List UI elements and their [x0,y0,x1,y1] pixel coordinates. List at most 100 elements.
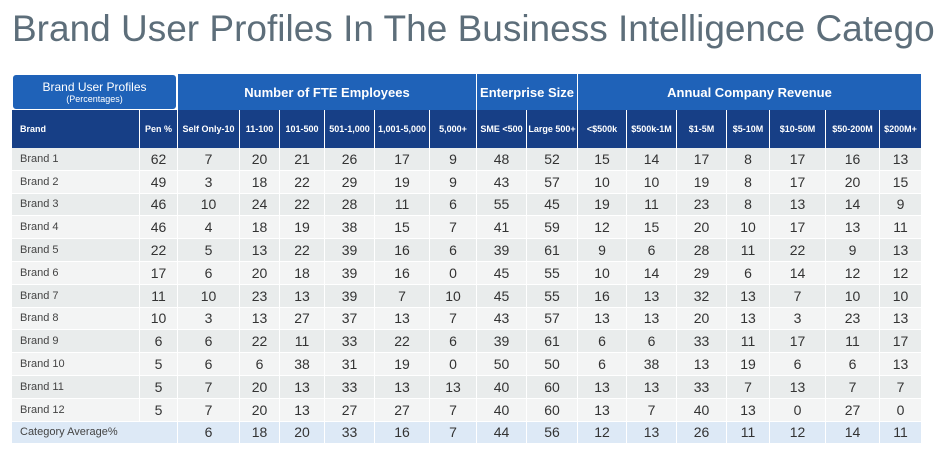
data-cell: 12 [826,262,880,285]
data-cell: 29 [325,170,375,194]
row-label: Brand 3 [12,193,140,217]
row-label: Brand 9 [12,330,140,354]
data-cell: 11 [375,193,430,217]
data-cell: 18 [240,216,280,240]
data-cell: 11 [280,330,325,354]
column-header: 11-100 [240,110,280,148]
data-cell: 4 [178,216,240,240]
data-cell: 27 [375,398,430,422]
data-cell: 10 [578,262,627,285]
data-cell: 40 [477,398,527,422]
data-cell: 7 [826,376,880,399]
average-cell: 33 [325,421,375,445]
data-cell: 57 [527,170,578,194]
data-cell: 17 [770,216,826,240]
data-cell: 7 [430,307,477,331]
data-cell: 29 [677,262,727,285]
data-cell: 38 [325,216,375,240]
data-cell: 16 [578,284,627,308]
data-cell: 7 [880,376,922,399]
data-cell: 26 [325,148,375,171]
data-cell: 22 [240,330,280,354]
column-header: Large 500+ [527,110,578,148]
data-cell: 9 [880,193,922,217]
average-cell: 44 [477,421,527,445]
data-cell: 7 [727,376,770,399]
data-cell: 16 [375,262,430,285]
data-cell: 16 [375,239,430,262]
data-cell: 23 [677,193,727,217]
data-cell: 17 [880,330,922,354]
data-cell: 52 [527,148,578,171]
data-cell: 13 [375,376,430,399]
data-cell: 13 [727,398,770,422]
data-cell: 14 [826,193,880,217]
data-cell: 39 [325,284,375,308]
data-cell: 6 [727,262,770,285]
data-cell: 32 [677,284,727,308]
column-header: 5,000+ [430,110,477,148]
data-cell: 13 [375,307,430,331]
data-cell: 31 [325,353,375,376]
data-cell: 5 [178,239,240,262]
data-cell: 27 [826,398,880,422]
data-cell: 16 [826,148,880,171]
data-cell: 5 [140,376,178,399]
row-label: Brand 10 [12,353,140,376]
column-header: 1,001-5,000 [375,110,430,148]
column-header: Pen % [140,110,178,148]
data-cell: 7 [627,398,677,422]
data-cell: 13 [627,284,677,308]
column-header: 101-500 [280,110,325,148]
data-cell: 7 [430,398,477,422]
data-cell: 11 [727,330,770,354]
data-cell: 6 [430,330,477,354]
column-header: $10-50M [770,110,826,148]
data-cell: 17 [375,148,430,171]
group-header: Enterprise Size [477,74,578,110]
data-cell: 7 [178,376,240,399]
data-cell: 13 [627,376,677,399]
column-header: $50-200M [826,110,880,148]
data-cell: 6 [627,330,677,354]
corner-header: Brand User Profiles (Percentages) [12,74,177,110]
data-cell: 28 [325,193,375,217]
data-cell: 40 [677,398,727,422]
data-cell: 10 [880,284,922,308]
data-cell: 10 [727,216,770,240]
data-cell: 38 [627,353,677,376]
data-cell: 20 [240,376,280,399]
average-cell: 56 [527,421,578,445]
data-cell: 0 [430,262,477,285]
data-cell: 13 [727,307,770,331]
data-cell: 7 [178,398,240,422]
row-label: Brand 12 [12,398,140,422]
data-cell: 0 [770,398,826,422]
data-cell: 20 [826,170,880,194]
data-cell: 19 [677,170,727,194]
data-cell: 13 [240,239,280,262]
average-cell: 16 [375,421,430,445]
data-cell: 39 [325,239,375,262]
data-cell: 11 [140,284,178,308]
data-cell: 15 [578,148,627,171]
data-cell: 10 [140,307,178,331]
data-cell: 22 [375,330,430,354]
data-cell: 22 [140,239,178,262]
data-cell: 18 [280,262,325,285]
column-header: $500k-1M [627,110,677,148]
data-cell: 13 [727,284,770,308]
data-cell: 49 [140,170,178,194]
data-cell: 3 [770,307,826,331]
data-cell: 10 [578,170,627,194]
data-cell: 11 [627,193,677,217]
data-cell: 28 [677,239,727,262]
data-cell: 6 [140,330,178,354]
average-cell: 11 [880,421,922,445]
data-cell: 7 [375,284,430,308]
data-cell: 19 [375,170,430,194]
data-cell: 6 [430,239,477,262]
average-cell: 18 [240,421,280,445]
data-cell: 13 [280,376,325,399]
data-cell: 6 [578,330,627,354]
